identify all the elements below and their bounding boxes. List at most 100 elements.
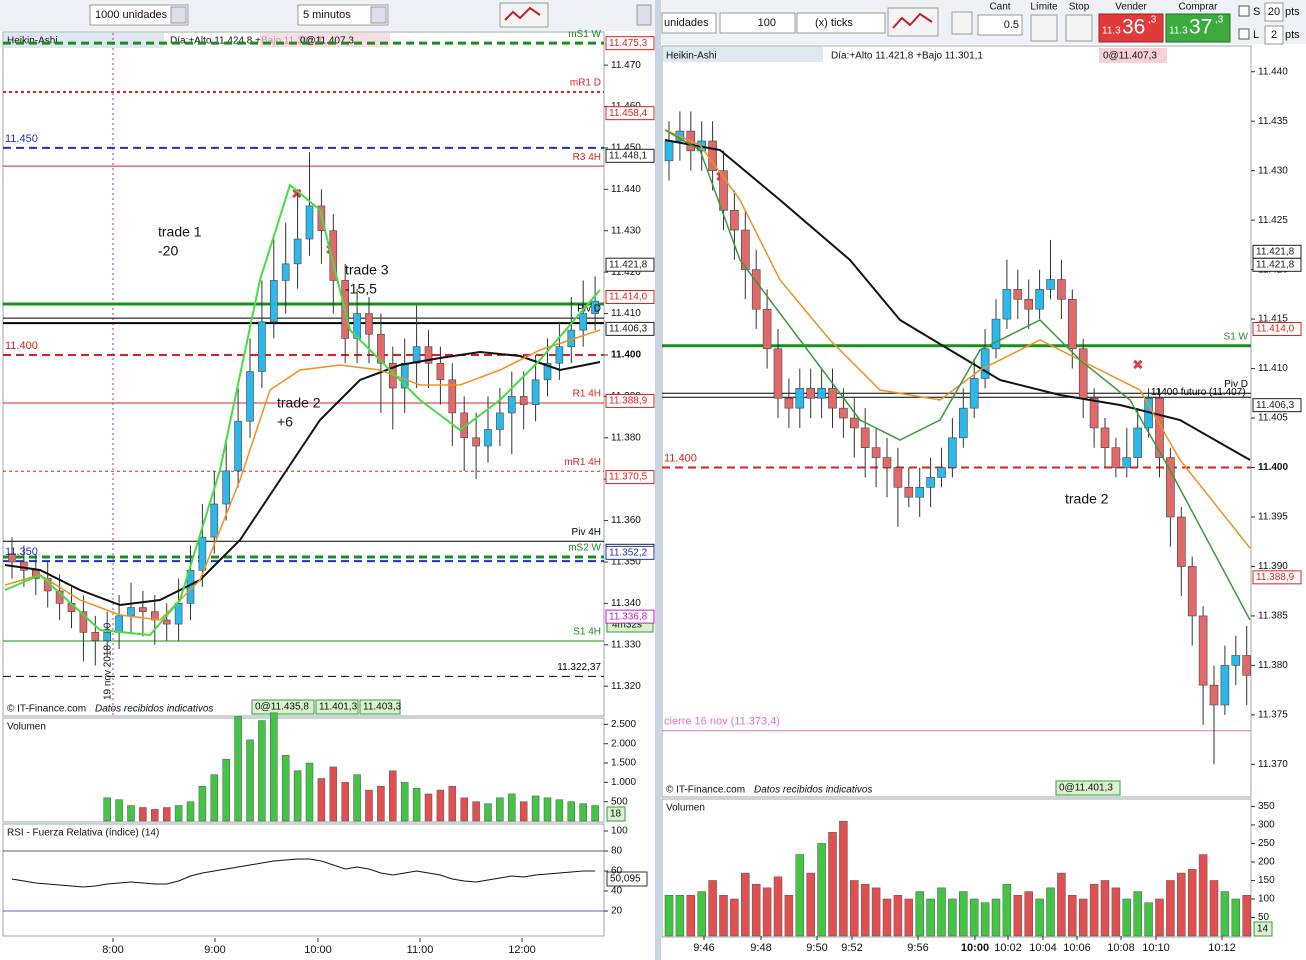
volume-bar	[186, 801, 195, 822]
dropdown[interactable]	[370, 6, 387, 24]
volume-bar	[1111, 887, 1121, 937]
volume-bar	[1035, 898, 1044, 937]
y-tick-label: 100	[611, 826, 628, 837]
volume-last: 18	[610, 809, 622, 820]
y-tick-label: 11.440	[611, 184, 641, 195]
candle-body	[1187, 566, 1197, 617]
x-tick-label: 9:46	[693, 942, 714, 954]
volume-bar	[686, 895, 696, 937]
candle-body	[329, 230, 338, 281]
candle-body	[555, 346, 564, 364]
splitter[interactable]	[655, 0, 661, 960]
settings-button[interactable]	[951, 11, 973, 35]
candle-body	[91, 632, 100, 641]
candle-body	[762, 308, 772, 350]
stop-button[interactable]	[1065, 14, 1093, 42]
candle-body	[198, 536, 207, 571]
annotation: trade 3	[345, 262, 389, 278]
sell-button[interactable]	[1098, 13, 1164, 43]
price-box-label: 11.370,5	[609, 472, 648, 483]
volume-bar	[708, 880, 717, 937]
moving-average	[4, 329, 601, 621]
candle-body	[926, 477, 935, 488]
y-tick-label: 11.425	[1258, 215, 1288, 226]
volume-bar	[389, 770, 397, 822]
candle-body	[1057, 279, 1066, 300]
candle-body	[784, 397, 794, 409]
candle-body	[222, 470, 230, 505]
sell-price: 36	[1122, 16, 1145, 39]
footer-value: 11.401,3	[319, 702, 358, 713]
level-label: 11.350	[5, 546, 38, 558]
x-tick-label: 10:04	[1029, 942, 1057, 954]
limit-button[interactable]	[1030, 14, 1058, 42]
price-box-label: 11.414,0	[1256, 324, 1295, 335]
volume-bar	[937, 887, 946, 937]
s-input[interactable]	[1264, 2, 1284, 22]
volume-bar	[1166, 880, 1175, 937]
dropdown[interactable]	[170, 6, 187, 24]
marker: ✖	[291, 186, 303, 202]
y-tick-label: 11.410	[1258, 363, 1288, 374]
quantity-select[interactable]	[661, 12, 717, 34]
s-checkbox[interactable]	[1238, 5, 1250, 17]
panel-title: RSI - Fuerza Relativa (índice) (14)	[7, 828, 159, 839]
l-checkbox[interactable]	[1238, 28, 1250, 40]
volume-bar	[839, 820, 848, 937]
volume-bar	[817, 843, 826, 937]
footer-box	[315, 699, 359, 715]
candle-body	[1133, 427, 1142, 458]
price-box	[605, 106, 655, 121]
candle-body	[305, 205, 314, 240]
y-tick-label: 11.385	[1258, 611, 1288, 622]
price-box	[605, 393, 655, 408]
last-price: 0@11.407,3	[300, 36, 354, 47]
marker: ✖	[1132, 357, 1144, 373]
candle-body	[484, 429, 492, 447]
cant-input[interactable]	[977, 14, 1023, 36]
volume-bar	[543, 797, 552, 822]
buy-price: 37	[1189, 16, 1212, 39]
chart-title: Heikin-Ashi	[7, 36, 58, 47]
volume-bar	[1133, 891, 1142, 937]
volume-bar	[719, 895, 728, 937]
y-tick-label: 11.430	[1258, 165, 1288, 176]
unit: (x) ticks	[815, 17, 853, 29]
candle-body	[436, 362, 445, 381]
scroll-button[interactable]	[636, 4, 652, 26]
copyright: © IT-Finance.com	[666, 785, 745, 796]
volume-bar	[882, 898, 892, 937]
quantity-select[interactable]	[89, 4, 189, 26]
volume-last-box	[606, 806, 626, 822]
y-tick-label: 11.440	[1258, 66, 1288, 77]
y-tick-label: 11.360	[611, 515, 641, 526]
rsi-last: 50,095	[610, 874, 641, 885]
volume-bar	[1177, 872, 1186, 937]
candle-body	[1024, 299, 1033, 310]
unit-select[interactable]	[796, 12, 886, 34]
buy-button[interactable]	[1165, 13, 1231, 43]
volume-bar	[472, 801, 480, 822]
volume-bar	[784, 895, 794, 937]
x-tick-label: 9:48	[750, 942, 771, 954]
candle-body	[1089, 397, 1099, 429]
level-label: 11400 futuro (11.407)	[1151, 387, 1246, 398]
volume-bar	[400, 782, 409, 822]
volume-bar	[234, 716, 242, 822]
s-value: 20	[1268, 6, 1280, 18]
candle-body	[127, 607, 135, 617]
l-input[interactable]	[1264, 25, 1284, 45]
size-input[interactable]	[719, 12, 796, 34]
volume-bar	[1242, 895, 1251, 937]
volume-bar	[1209, 880, 1219, 937]
candle-body	[246, 371, 254, 422]
volume-last: 14	[1257, 924, 1269, 935]
candle-body	[377, 333, 385, 364]
candle-body	[1209, 684, 1219, 706]
candle-body	[817, 388, 826, 399]
interval-select[interactable]	[297, 4, 389, 26]
volume-bar	[103, 797, 111, 822]
volume-bar	[270, 712, 278, 822]
y-tick-label: 100	[1258, 894, 1275, 905]
cant: 0.5	[1004, 19, 1019, 31]
